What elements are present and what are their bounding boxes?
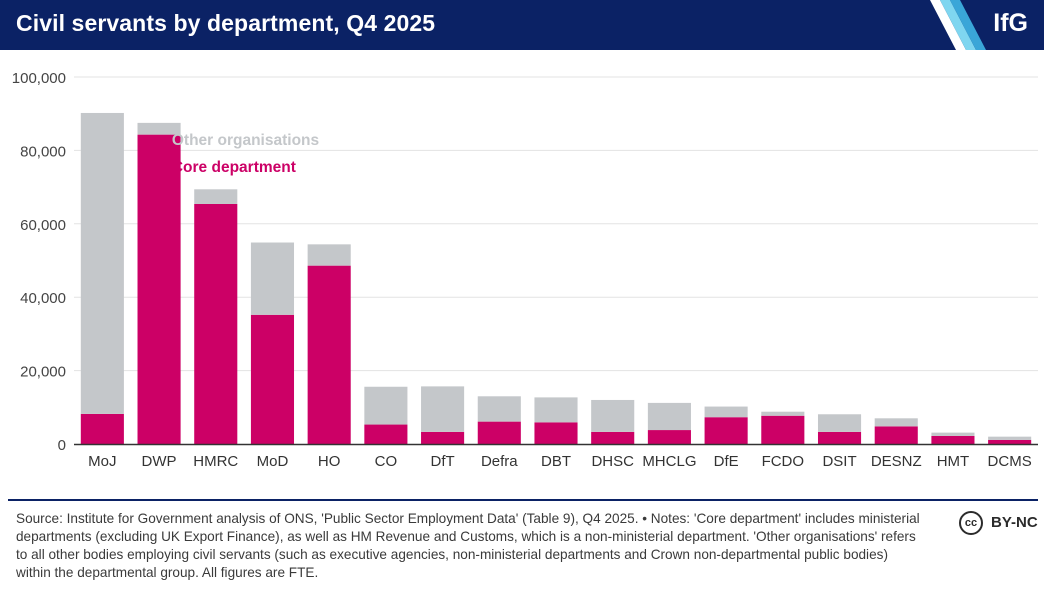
chart-title: Civil servants by department, Q4 2025: [16, 10, 436, 36]
bar-defra-core: [477, 421, 521, 444]
bar-dft-core: [421, 431, 465, 444]
y-tick-label: 40,000: [20, 290, 66, 307]
creative-commons-icon: cc: [959, 511, 983, 535]
source-note: Source: Institute for Government analysi…: [16, 511, 920, 580]
bar-hmrc-core: [194, 203, 238, 444]
ifg-logo: IfG: [993, 9, 1028, 37]
chart-header: Civil servants by department, Q4 2025 If…: [0, 0, 1044, 50]
x-tick-label: DBT: [541, 453, 571, 470]
bar-defra-other: [477, 396, 521, 422]
x-tick-label: CO: [375, 453, 398, 470]
legend-label: Other organisations: [172, 132, 319, 149]
y-tick-label: 60,000: [20, 217, 66, 234]
bar-moj-other: [80, 112, 124, 414]
bar-dsit-other: [817, 414, 862, 432]
bar-mod-core: [250, 314, 295, 444]
bar-co-core: [364, 424, 408, 444]
bar-dbt-other: [534, 397, 578, 423]
bar-ho-other: [307, 244, 351, 266]
y-axis: 0 20,000 40,000 60,000 80,000 100,000: [12, 70, 66, 454]
x-axis: MoJ DWP HMRC MoD HO CO DfT Defra DBT DHSC MHCLG DfE…: [88, 453, 1032, 470]
bar-fcdo-core: [761, 415, 805, 444]
bar-dbt-core: [534, 422, 578, 444]
x-tick-label: HMRC: [193, 453, 238, 470]
x-tick-label: DSIT: [822, 453, 856, 470]
x-tick-label: MoD: [257, 453, 289, 470]
bar-co-other: [364, 386, 408, 425]
x-tick-label: DfT: [431, 453, 455, 470]
bar-dfe-core: [704, 417, 748, 444]
bar-dwp-other: [137, 122, 181, 135]
bar-ho-core: [307, 265, 351, 444]
logo-stripes-icon: [930, 0, 986, 50]
license-label: BY-NC: [991, 514, 1038, 531]
bar-hmrc-other: [194, 189, 238, 204]
bar-fcdo-other: [761, 411, 805, 416]
bar-desnz-other: [874, 418, 918, 427]
x-tick-label: DESNZ: [871, 453, 922, 470]
x-tick-label: HO: [318, 453, 341, 470]
bars: [80, 112, 1032, 444]
bar-mhclg-other: [647, 402, 691, 431]
legend: Other organisations Core department: [172, 132, 319, 176]
bar-mod-other: [250, 242, 295, 315]
x-tick-label: DfE: [714, 453, 739, 470]
bar-hmt-core: [931, 435, 975, 444]
bar-dfe-other: [704, 406, 748, 418]
bar-dhsc-other: [591, 399, 635, 432]
bar-dhsc-core: [591, 431, 635, 444]
x-tick-label: DHSC: [591, 453, 634, 470]
y-tick-label: 0: [58, 437, 66, 454]
bar-mhclg-core: [647, 430, 691, 444]
y-tick-label: 20,000: [20, 364, 66, 381]
y-tick-label: 80,000: [20, 143, 66, 160]
bar-desnz-core: [874, 426, 918, 444]
x-tick-label: Defra: [481, 453, 518, 470]
bar-dft-other: [421, 386, 465, 432]
legend-label: Core department: [172, 159, 296, 176]
bar-dsit-core: [817, 431, 862, 444]
bar-dcms-other: [988, 436, 1032, 440]
x-tick-label: DCMS: [988, 453, 1032, 470]
bar-moj-core: [80, 413, 124, 444]
bar-hmt-other: [931, 432, 975, 436]
x-tick-label: DWP: [142, 453, 177, 470]
bar-dcms-core: [988, 439, 1032, 444]
stacked-bar-chart: 0 20,000 40,000 60,000 80,000 100,000 MoJ DWP H…: [12, 70, 1038, 470]
x-tick-label: MHCLG: [642, 453, 696, 470]
x-tick-label: MoJ: [88, 453, 116, 470]
bar-dwp-core: [137, 134, 181, 444]
x-tick-label: HMT: [937, 453, 970, 470]
footer-divider: [8, 499, 1038, 501]
y-tick-label: 100,000: [12, 70, 66, 87]
x-tick-label: FCDO: [762, 453, 805, 470]
